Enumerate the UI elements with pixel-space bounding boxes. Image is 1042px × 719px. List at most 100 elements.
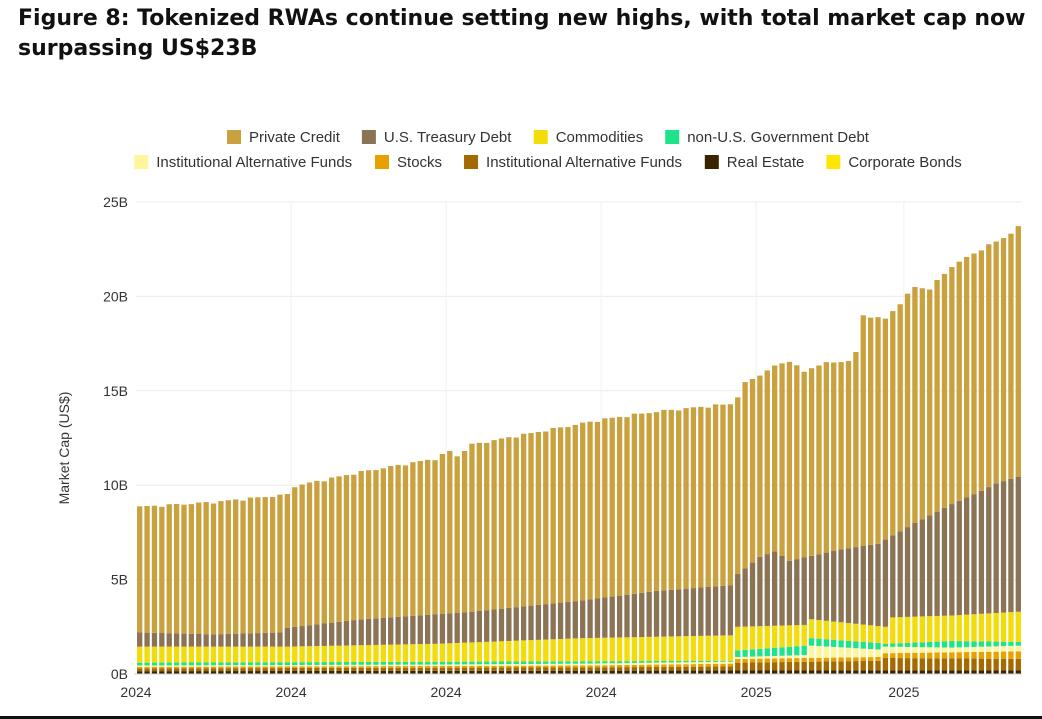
bar-segment-commodities: [646, 636, 652, 662]
bar-segment-commodities: [956, 615, 962, 642]
bar-segment-commodities: [299, 646, 305, 663]
bar-segment-institutional-alternative-funds: [269, 665, 276, 667]
bar-segment-commodities: [705, 635, 711, 661]
bar-segment-real-estate: [314, 670, 320, 674]
bar-segment-commodities: [912, 616, 918, 643]
bar-segment-private-credit: [712, 404, 719, 587]
chart-legend: Private Credit U.S. Treasury Debt Commodit…: [134, 129, 962, 171]
bar-segment-stocks: [159, 666, 165, 669]
bar-segment-real-estate: [550, 670, 556, 674]
bar-segment-commodities: [690, 636, 697, 661]
bar-segment-institutional-alternative-funds-2: [277, 668, 283, 672]
bar-segment-private-credit: [181, 504, 187, 634]
bar-segment-institutional-alternative-funds-2: [144, 668, 150, 672]
bar-segment-commodities: [557, 638, 564, 662]
bar-segment-private-credit: [277, 494, 283, 633]
bar-segment-commodities: [358, 645, 364, 662]
bar-segment-institutional-alternative-funds: [801, 655, 807, 659]
bar-segment-commodities: [151, 646, 158, 663]
stacked-bar: [624, 417, 630, 674]
bar-segment-commodities: [469, 642, 475, 662]
legend-swatch: [375, 155, 390, 169]
bar-segment-institutional-alternative-funds: [484, 664, 490, 666]
bar-segment-private-credit: [1008, 233, 1014, 479]
bar-segment-private-credit: [535, 431, 542, 605]
bar-segment-commodities: [343, 645, 350, 663]
stacked-bar: [816, 365, 822, 674]
bar-segment-commodities: [447, 643, 453, 662]
bar-segment-stocks: [498, 665, 505, 668]
bar-segment-private-credit: [173, 503, 180, 634]
stacked-bar: [410, 462, 416, 674]
stacked-bar: [963, 257, 970, 674]
bar-segment-commodities: [173, 646, 180, 663]
bar-segment-real-estate: [698, 670, 704, 674]
bar-segment-commodities: [875, 626, 881, 643]
bar-segment-us-treasury-debt: [498, 608, 505, 642]
bar-segment-real-estate: [668, 670, 674, 674]
legend-label: Corporate Bonds: [848, 154, 961, 171]
bar-segment-institutional-alternative-funds: [742, 656, 748, 659]
legend-label: Institutional Alternative Funds: [486, 154, 682, 171]
bar-segment-private-credit: [698, 406, 704, 588]
bar-segment-real-estate: [358, 670, 364, 674]
bar-segment-us-treasury-debt: [602, 597, 608, 638]
bar-segment-institutional-alternative-funds: [306, 664, 313, 667]
bar-segment-real-estate: [498, 670, 505, 674]
bar-segment-stocks: [181, 666, 187, 669]
bar-segment-private-credit: [196, 502, 202, 634]
bar-segment-institutional-alternative-funds: [698, 662, 704, 664]
bar-segment-us-treasury-debt: [240, 633, 246, 647]
bar-segment-private-credit: [639, 413, 645, 593]
bar-segment-institutional-alternative-funds-2: [712, 666, 719, 671]
bar-segment-commodities: [764, 625, 770, 649]
bar-segment-non-us-government-debt: [705, 660, 711, 663]
bar-segment-commodities: [867, 625, 874, 643]
bar-segment-private-credit: [705, 407, 711, 587]
bar-segment-us-treasury-debt: [749, 562, 756, 627]
bar-segment-institutional-alternative-funds: [151, 665, 158, 667]
stacked-bar: [882, 318, 889, 674]
bar-segment-stocks: [794, 658, 800, 662]
bar-segment-us-treasury-debt: [653, 590, 660, 637]
bar-segment-private-credit: [447, 450, 453, 614]
bar-segment-institutional-alternative-funds-2: [506, 667, 512, 671]
bar-segment-institutional-alternative-funds: [912, 647, 918, 653]
bar-segment-commodities: [181, 646, 187, 663]
bar-segment-institutional-alternative-funds-2: [890, 658, 896, 671]
bar-segment-institutional-alternative-funds-2: [919, 658, 925, 671]
bar-segment-commodities: [831, 621, 837, 640]
bar-segment-us-treasury-debt: [336, 621, 342, 646]
stacked-bar: [631, 413, 638, 674]
bar-segment-private-credit: [860, 315, 866, 546]
bar-segment-stocks: [277, 666, 283, 669]
bar-segment-stocks: [779, 658, 785, 663]
bar-segment-stocks: [602, 665, 608, 668]
bar-segment-non-us-government-debt: [816, 638, 822, 647]
stacked-bar: [343, 475, 350, 674]
bar-segment-institutional-alternative-funds-2: [875, 660, 881, 671]
bar-segment-real-estate: [351, 670, 357, 674]
bar-segment-non-us-government-debt: [956, 641, 962, 648]
stacked-bar: [749, 378, 756, 674]
bar-segment-commodities: [698, 635, 704, 661]
x-tick-label: 2024: [120, 684, 151, 700]
bar-segment-real-estate: [653, 670, 660, 674]
bar-segment-us-treasury-debt: [720, 585, 726, 636]
bar-segment-institutional-alternative-funds: [373, 664, 379, 667]
bar-segment-stocks: [594, 665, 601, 668]
bar-segment-institutional-alternative-funds-2: [269, 668, 276, 672]
bar-segment-real-estate: [535, 670, 542, 674]
bar-segment-private-credit: [358, 471, 364, 620]
bar-segment-stocks: [329, 666, 335, 668]
bar-segment-private-credit: [491, 440, 497, 610]
bar-segment-institutional-alternative-funds: [720, 661, 726, 664]
bar-segment-us-treasury-debt: [284, 627, 291, 647]
stacked-bar: [255, 497, 261, 674]
y-axis-label: Market Cap (US$): [56, 392, 72, 505]
bar-segment-institutional-alternative-funds-2: [343, 667, 350, 671]
bar-segment-institutional-alternative-funds: [757, 656, 763, 659]
bar-segment-institutional-alternative-funds-2: [247, 668, 254, 672]
bar-segment-non-us-government-debt: [616, 661, 623, 664]
bar-segment-commodities: [639, 636, 645, 662]
